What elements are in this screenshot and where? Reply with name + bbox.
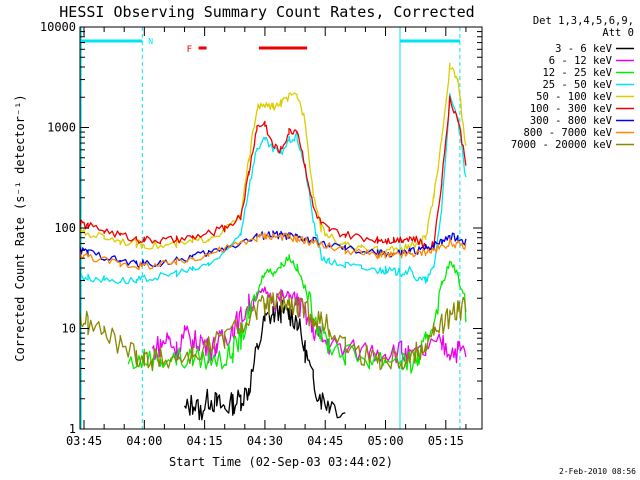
y-axis-label: Corrected Count Rate (s⁻¹ detector⁻¹) (13, 94, 27, 361)
series-line-7 (79, 232, 467, 271)
x-tick-label: 05:15 (428, 434, 464, 448)
x-tick-label: 04:15 (187, 434, 223, 448)
x-tick-label: 03:45 (66, 434, 102, 448)
x-tick-label: 04:30 (247, 434, 283, 448)
series-line-3 (79, 92, 467, 285)
x-tick-label: 04:00 (126, 434, 162, 448)
chart-title: HESSI Observing Summary Count Rates, Cor… (59, 3, 474, 21)
y-tick-label: 1 (69, 422, 76, 436)
x-axis-label: Start Time (02-Sep-03 03:44:02) (169, 455, 393, 469)
series-line-0 (183, 299, 346, 421)
legend-label-1: 6 - 12 keV (549, 55, 613, 67)
series-line-2 (127, 254, 467, 374)
series-line-5 (79, 95, 467, 251)
legend-label-3: 25 - 50 keV (542, 79, 612, 91)
night-label: N (148, 37, 153, 46)
legend-label-0: 3 - 6 keV (555, 43, 613, 55)
legend-label-6: 300 - 800 keV (530, 115, 613, 127)
x-axis: 03:45 04:00 04:15 04:30 04:45 05:00 05:15 (66, 27, 467, 448)
series-line-4 (79, 62, 467, 255)
x-tick-label: 04:45 (307, 434, 343, 448)
footer-date: 2-Feb-2010 08:56 (559, 467, 636, 476)
y-tick-label: 10 (62, 322, 76, 336)
legend-label-5: 100 - 300 keV (530, 103, 613, 115)
legend-header-line-2: Att 0 (602, 27, 634, 39)
legend-label-2: 12 - 25 keV (542, 67, 612, 79)
y-tick-label: 100 (54, 221, 76, 235)
x-tick-label: 05:00 (367, 434, 403, 448)
y-tick-label: 10000 (40, 20, 76, 34)
legend-label-4: 50 - 100 keV (536, 91, 613, 103)
flare-label: F (187, 45, 192, 55)
series-line-8 (79, 291, 467, 371)
legend-label-7: 800 - 7000 keV (523, 127, 612, 139)
y-tick-label: 1000 (47, 121, 76, 135)
legend-label-8: 7000 - 20000 keV (511, 139, 613, 151)
legend-header-line-1: Det 1,3,4,5,6,9, (533, 15, 634, 27)
y-axis: 1 10 100 1000 10000 (40, 20, 482, 436)
